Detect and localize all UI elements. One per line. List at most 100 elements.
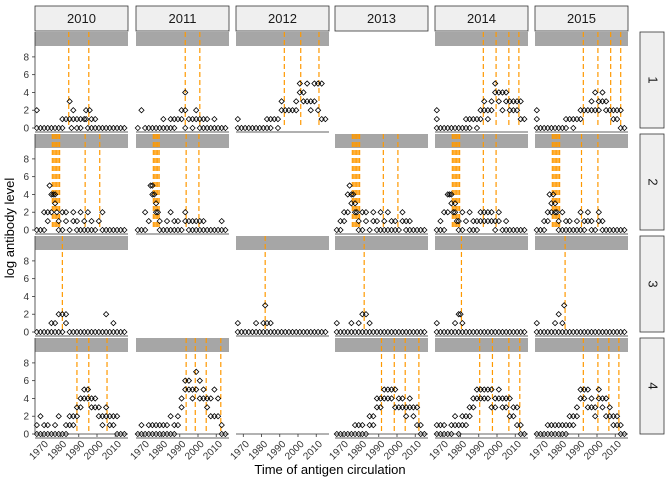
x-tick-label: 2010 [600,439,624,463]
data-point [256,124,263,132]
data-point [62,319,70,327]
data-point [402,226,410,234]
row-strip-3 [639,235,665,333]
data-point [300,328,307,336]
data-point [555,328,562,336]
data-point [457,311,464,318]
data-point [570,421,577,429]
data-point [573,217,581,225]
data-point [621,328,628,336]
data-point [333,319,340,327]
data-point [621,226,628,234]
data-point [51,124,59,132]
data-point [314,80,322,87]
data-point [433,124,440,132]
data-point [189,217,196,225]
data-point [410,404,417,411]
data-point [267,115,274,123]
data-point [473,226,481,234]
data-point [77,124,84,132]
data-point [492,80,499,87]
data-point [466,404,473,411]
data-point [117,328,124,336]
data-point [110,124,117,132]
data-point [278,98,285,105]
data-point [548,124,555,132]
data-point [110,319,117,327]
data-point [437,217,444,225]
data-point [559,319,566,327]
data-point [588,404,595,411]
data-point [584,386,592,393]
data-point [537,328,544,336]
data-point [359,209,366,216]
data-point [55,328,62,336]
y-axis-row-1: 0 2 4 6 8 [23,32,36,135]
panel-band [35,32,128,46]
data-point [66,226,73,234]
data-point [84,328,92,336]
data-point [513,404,521,411]
y-tick-label: 0 [23,328,29,339]
col-strip-2010 [34,5,129,32]
x-tick-label: 2000 [582,439,606,463]
data-point [437,421,444,429]
col-strip-2013 [334,5,429,32]
row-strips: 1 2 3 4 [639,31,665,435]
y-tick-label: 4 [23,88,29,99]
data-point [410,413,417,420]
data-point [502,226,510,234]
data-point [337,226,344,234]
data-point [207,395,214,402]
panel-band [435,32,528,46]
data-point [44,421,51,429]
data-point [285,107,293,114]
panel-band [236,32,329,46]
x-tick-label: 1970 [327,439,351,463]
data-point [73,226,81,234]
data-point [559,124,566,132]
data-point [499,89,506,96]
data-point [174,413,182,420]
data-point [440,328,448,336]
data-point [448,124,455,132]
data-point [95,413,102,420]
data-point [167,413,174,420]
data-point [588,395,595,402]
data-point [606,404,613,411]
data-point [333,226,340,234]
data-point [340,217,348,225]
data-point [377,395,384,402]
data-point [444,124,451,132]
data-point [37,124,44,132]
data-point [546,191,553,198]
data-point [477,217,484,225]
data-point [573,226,581,234]
data-point [59,115,66,123]
data-point [592,413,599,420]
data-point [433,421,440,429]
data-point [544,328,551,336]
data-point [577,107,584,114]
data-point [577,226,584,234]
data-point [455,430,462,438]
data-point [533,124,540,132]
data-point [121,328,128,336]
data-point [495,395,502,402]
data-point [581,107,588,114]
data-point [102,124,110,132]
data-point [62,311,70,318]
data-point [562,430,570,438]
data-point [267,328,274,336]
data-point [455,226,462,234]
data-point [362,217,370,225]
data-point [488,328,495,336]
data-point [448,328,455,336]
data-point [196,217,203,225]
y-tick-label: 4 [23,190,29,201]
data-point [174,421,182,429]
data-point [617,328,624,336]
data-point [533,319,540,327]
data-point [513,107,521,114]
data-point [570,124,577,132]
